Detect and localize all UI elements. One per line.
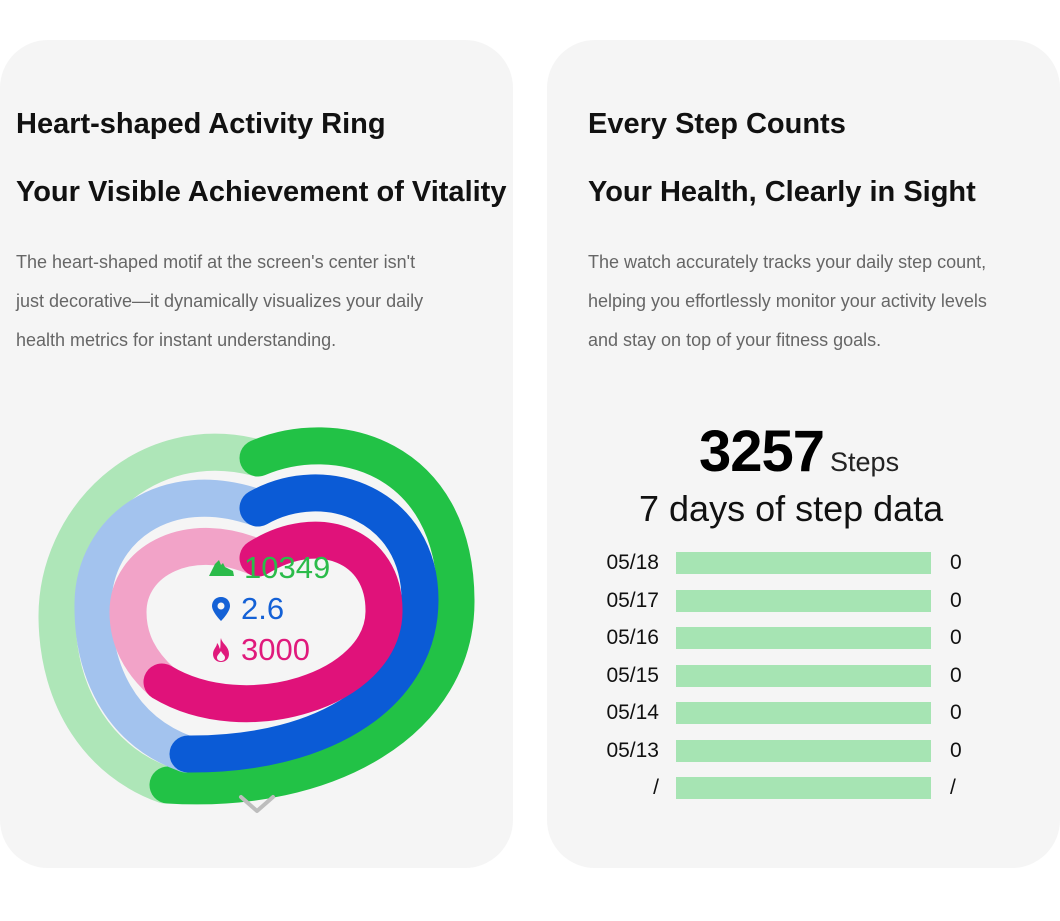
history-value: / [950,776,956,799]
history-bar [676,702,931,724]
history-row: 05/16 0 [547,624,1060,654]
card-description: The watch accurately tracks your daily s… [588,243,1048,360]
history-bar [676,590,931,612]
history-row: 05/15 0 [547,662,1060,692]
history-row: 05/13 0 [547,737,1060,767]
steps-metric: 10349 [206,550,330,586]
history-value: 0 [950,664,962,687]
history-title: 7 days of step data [639,488,944,529]
history-date: 05/17 [606,589,659,612]
history-date: 05/13 [606,739,659,762]
chevron-down-icon[interactable] [238,792,276,816]
history-bar [676,627,931,649]
history-date: 05/18 [606,551,659,574]
description-line: The heart-shaped motif at the screen's c… [16,252,416,272]
outer-ring-track [38,433,277,804]
history-row: 05/18 0 [547,549,1060,579]
history-value: 0 [950,626,962,649]
step-counter-card: Every Step Counts Your Health, Clearly i… [547,40,1060,868]
history-value: 0 [950,589,962,612]
history-value: 0 [950,739,962,762]
inner-ring-progress [143,521,403,723]
history-bar [676,740,931,762]
history-row: 05/14 0 [547,699,1060,729]
description-line: health metrics for instant understanding… [16,330,337,350]
location-pin-icon [212,597,230,621]
steps-unit: Steps [830,447,900,477]
card-subtitle: Your Visible Achievement of Vitality [16,176,507,208]
daily-steps: 3257 Steps [699,418,899,485]
calories-metric: 3000 [209,632,310,668]
history-row: 05/17 0 [547,587,1060,617]
middle-ring-track [74,479,277,773]
activity-ring-card: Heart-shaped Activity Ring Your Visible … [0,40,513,868]
history-bar [676,665,931,687]
history-date: / [653,776,659,799]
card-description: The heart-shaped motif at the screen's c… [16,243,476,360]
distance-metric-value: 2.6 [241,591,285,626]
description-line: The watch accurately tracks your daily s… [588,252,987,272]
inner-ring-track [109,527,277,701]
description-line: helping you effortlessly monitor your ac… [588,291,987,311]
description-line: and stay on top of your fitness goals. [588,330,882,350]
history-date: 05/15 [606,664,659,687]
flame-icon [213,638,229,662]
history-value: 0 [950,551,962,574]
calories-metric-value: 3000 [241,632,310,667]
card-subtitle: Your Health, Clearly in Sight [588,176,976,208]
history-row: / / [547,774,1060,804]
shoe-icon [209,560,234,576]
outer-ring-progress [149,427,475,805]
distance-metric: 2.6 [209,591,284,627]
history-bar [676,777,931,799]
card-title: Heart-shaped Activity Ring [16,108,386,140]
history-bar [676,552,931,574]
steps-metric-value: 10349 [244,550,331,585]
description-line: just decorative—it dynamically visualize… [16,291,424,311]
middle-ring-progress [169,474,439,773]
card-title: Every Step Counts [588,108,846,140]
steps-count: 3257 [699,419,825,484]
history-date: 05/14 [606,701,659,724]
history-date: 05/16 [606,626,659,649]
history-value: 0 [950,701,962,724]
heart-activity-rings [38,427,475,805]
